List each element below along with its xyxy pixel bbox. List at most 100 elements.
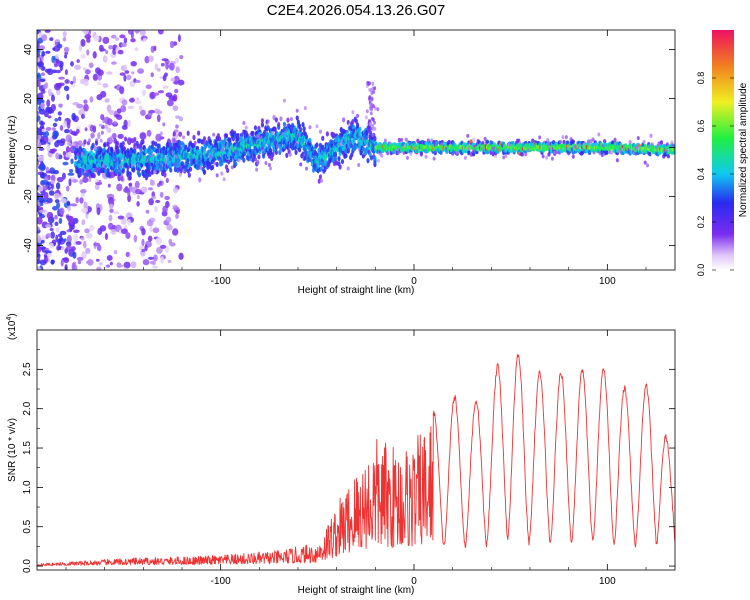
spectrogram-cell — [546, 138, 550, 143]
spectrogram-noise-cell — [72, 217, 79, 224]
spectrogram-cell — [266, 125, 270, 131]
spectrogram-noise-cell — [175, 213, 179, 219]
spectrogram-noise-cell — [123, 119, 128, 128]
spectrogram-noise-cell — [96, 244, 102, 252]
spectrogram-halo-cell — [646, 163, 650, 168]
spectrogram-noise-cell — [115, 37, 120, 41]
spectrogram-noise-cell — [120, 105, 127, 113]
spectrogram-spike-cell — [371, 81, 375, 86]
spectrogram-cell — [178, 140, 182, 147]
spectrogram-noise-cell — [116, 264, 124, 268]
spectrogram-axes: -100 0 100 -40 -20 0 20 40 — [23, 30, 675, 287]
spectrogram-spike-cell — [373, 86, 377, 91]
spectrogram-cell — [184, 144, 188, 150]
spectrogram-cell — [165, 177, 169, 184]
spectrogram-halo-cell — [84, 127, 88, 132]
spectrogram-noise-cell — [66, 121, 71, 129]
spectrogram-noise-cell — [166, 224, 173, 231]
spectrogram-noise-cell — [142, 37, 147, 42]
spectrogram-cell — [333, 151, 338, 157]
spectrogram-noise-cell — [83, 240, 87, 249]
spectrogram-noise-cell — [127, 218, 131, 226]
spectrogram-halo-cell — [308, 125, 312, 130]
spectrogram-noise-cell — [172, 105, 179, 111]
spectrogram-cell — [210, 164, 215, 171]
spectrogram-halo-cell — [564, 135, 568, 140]
spectrogram-noise-cell — [123, 187, 130, 193]
spectrogram-cell — [285, 152, 289, 158]
spectrogram-cell — [251, 130, 255, 137]
spectrogram-cell — [253, 125, 258, 131]
spectrogram-noise-cell — [64, 46, 70, 53]
spectrogram-halo-cell — [295, 108, 299, 113]
spectrogram-noise-cell — [102, 55, 108, 63]
spectrogram-halo-cell — [502, 155, 506, 160]
spectrogram-cell — [257, 154, 261, 160]
spectrogram-halo-cell — [320, 178, 324, 183]
spectrogram-noise-cell — [45, 127, 52, 131]
spectrogram-noise-cell — [58, 207, 65, 216]
spectrogram-cell — [188, 166, 193, 172]
spectrogram-noise-cell — [92, 125, 97, 133]
spectrogram-noise-cell — [46, 233, 52, 238]
spectrogram-spike-cell — [365, 115, 368, 120]
spectrogram-halo-cell — [199, 165, 203, 170]
spectrogram-noise-cell — [37, 205, 40, 212]
spectrogram-noise-cell — [55, 152, 60, 160]
spectrogram-noise-cell — [87, 178, 92, 182]
spectrogram-noise-cell — [92, 73, 99, 81]
spectrogram-noise-cell — [43, 110, 49, 118]
spectrogram-noise-cell — [45, 50, 51, 54]
spectrogram-noise-cell — [45, 224, 52, 228]
spectrogram-noise-cell — [48, 148, 56, 154]
spectrogram-noise-cell — [55, 54, 60, 59]
spectrogram-cell — [397, 137, 401, 143]
spectrogram-noise-cell — [97, 81, 102, 86]
spectrogram-noise-cell — [136, 97, 140, 101]
spectrogram-cell — [187, 172, 191, 178]
spectrogram-noise-cell — [96, 207, 101, 216]
spectrogram-cell — [603, 139, 607, 144]
spectrogram-noise-cell — [134, 30, 141, 33]
spectrogram-noise-cell — [65, 134, 72, 143]
spectrogram-noise-cell — [172, 206, 180, 211]
spectrogram-noise-cell — [80, 188, 87, 194]
spectrogram-noise-cell — [124, 70, 130, 74]
spectrogram-halo-cell — [481, 140, 485, 145]
spectrogram-noise-cell — [130, 31, 134, 39]
spectrogram-noise-cell — [46, 99, 51, 108]
spectrogram-noise-cell — [134, 100, 142, 105]
snr-xlabel: Height of straight line (km) — [298, 585, 415, 596]
colorbar-tick-label: 0.4 — [696, 168, 706, 181]
spectrogram-noise-cell — [58, 103, 63, 108]
spectrogram-cell — [358, 126, 362, 132]
spectrogram-noise-cell — [108, 45, 114, 50]
spectrogram-noise-cell — [52, 122, 58, 127]
spectrogram-noise-cell — [165, 92, 173, 98]
spectrogram-noise-cell — [72, 179, 79, 183]
spectrogram-halo-cell — [136, 195, 140, 200]
spectrogram-noise-cell — [63, 238, 67, 242]
spectrogram-noise-cell — [130, 60, 137, 67]
spectrogram-halo-cell — [222, 177, 226, 182]
spectrogram-cell — [76, 167, 80, 174]
spectrogram-noise-cell — [138, 105, 143, 111]
spectrogram-cell — [256, 159, 260, 166]
spectrogram-noise-cell — [37, 235, 42, 244]
spectrogram-cell — [260, 122, 265, 128]
spectrogram-halo-cell — [93, 146, 97, 151]
spectrogram-halo-cell — [373, 126, 377, 131]
spectrogram-noise-cell — [155, 237, 162, 245]
spectrogram-noise-cell — [38, 209, 46, 214]
spectrogram-cell — [231, 136, 236, 142]
spectrogram-noise-cell — [174, 88, 179, 94]
spectrogram-noise-cell — [53, 193, 61, 199]
spectrogram-noise-cell — [79, 197, 84, 204]
spectrogram-noise-cell — [121, 99, 128, 106]
spectrogram-noise-cell — [54, 221, 59, 227]
spectrogram-noise-cell — [178, 252, 184, 260]
spectrogram-halo-cell — [215, 173, 219, 178]
colorbar-tick-label: 0.0 — [696, 264, 706, 277]
spectrogram-noise-cell — [175, 66, 180, 74]
